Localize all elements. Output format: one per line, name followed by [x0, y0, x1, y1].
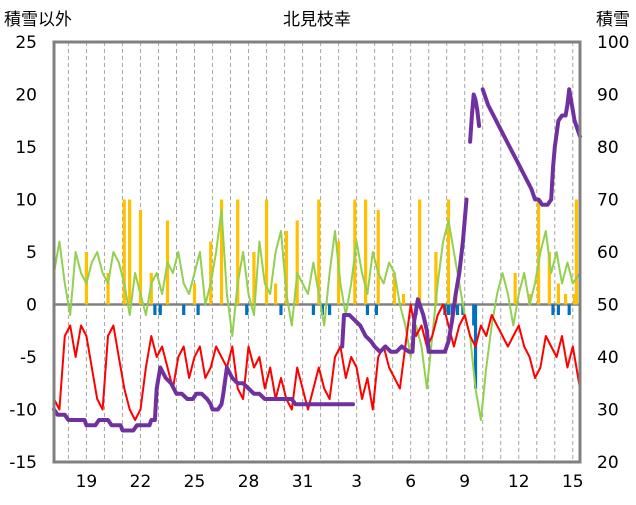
snow_change-bar [455, 304, 460, 315]
precipitation-bar [273, 283, 278, 305]
temperature_min-line [53, 303, 581, 421]
x-tick-label: 22 [130, 472, 152, 492]
x-tick-label: 31 [292, 472, 314, 492]
y-right-tick-label: 20 [597, 453, 619, 473]
precipitation-bar [536, 199, 541, 305]
precipitation-bar [284, 231, 288, 305]
snow_change-bar [196, 304, 200, 315]
line-series [52, 87, 582, 433]
chart-title: 北見枝幸 [283, 10, 351, 30]
precipitation-bar [401, 294, 406, 305]
y-right-axis-label: 積雪 [596, 10, 630, 30]
precipitation-bar [236, 199, 240, 305]
y-right-tick-label: 40 [597, 348, 619, 368]
y-right-tick-label: 100 [597, 33, 629, 53]
y-left-tick-label: 20 [15, 86, 37, 106]
precipitation-bar [128, 199, 132, 305]
precipitation-bar [219, 199, 224, 305]
y-left-tick-label: -15 [9, 453, 37, 473]
snow_change-bar [365, 304, 370, 315]
snow_change-bar [245, 304, 249, 315]
y-left-tick-label: -5 [20, 348, 37, 368]
precipitation-bar [252, 252, 256, 305]
precipitation-bar [122, 199, 126, 305]
precipitation-bar [317, 199, 321, 305]
snow_change-bar [328, 304, 332, 315]
y-left-tick-label: 5 [26, 243, 37, 263]
x-tick-label: 6 [405, 472, 416, 492]
y-right-tick-label: 80 [597, 138, 619, 158]
precipitation-bar [295, 220, 299, 305]
precipitation-bar [418, 199, 422, 305]
y-left-tick-label: 10 [15, 191, 37, 211]
y-right-tick-label: 50 [597, 296, 619, 316]
snow_change-bar [374, 304, 379, 315]
x-tick-label: 9 [459, 472, 470, 492]
precipitation-bar [547, 252, 551, 305]
y-right-tick-label: 70 [597, 191, 619, 211]
y-left-axis-label: 積雪以外 [4, 10, 72, 30]
precipitation-bar [192, 283, 197, 305]
precipitation-bar [556, 283, 560, 305]
x-tick-label: 15 [562, 472, 584, 492]
x-tick-label: 3 [351, 472, 362, 492]
snow_change-bar [567, 304, 571, 315]
y-left-tick-label: 25 [15, 33, 37, 53]
precipitation-bar [574, 199, 578, 305]
x-tick-label: 25 [184, 472, 206, 492]
snow_depth-line [468, 92, 482, 144]
snow_depth-line [52, 365, 355, 433]
snow_change-bar [472, 304, 476, 326]
snow_depth-line [340, 197, 469, 354]
precipitation-bar [209, 241, 213, 305]
snow_change-bar [556, 304, 560, 315]
temperature_max-line [53, 209, 581, 421]
precipitation-bar [572, 294, 577, 305]
precipitation-bar [138, 210, 143, 305]
y-left-tick-label: -10 [9, 401, 37, 421]
snow_change-bar [158, 304, 162, 315]
snow_change-bar [311, 304, 315, 315]
snow_depth-line [480, 87, 582, 207]
precipitation-bar [434, 252, 438, 305]
x-tick-label: 12 [508, 472, 530, 492]
y-right-tick-label: 60 [597, 243, 619, 263]
y-right-tick-label: 90 [597, 86, 619, 106]
snow_change-bar [551, 304, 555, 315]
precipitation-bar [264, 199, 269, 305]
snow_change-bar [446, 304, 451, 315]
precipitation-bar [376, 210, 380, 305]
snow_change-bar [279, 304, 283, 315]
precipitation-bar [446, 199, 451, 305]
precipitation-bar [513, 273, 517, 305]
snow_change-bar [153, 304, 157, 315]
gridlines [54, 42, 580, 462]
precipitation-bar [364, 199, 368, 305]
precipitation-bar [392, 273, 397, 305]
x-tick-label: 19 [76, 472, 98, 492]
precipitation-bar [84, 252, 89, 305]
y-left-tick-label: 15 [15, 138, 37, 158]
precipitation-bar [563, 294, 568, 305]
y-right-tick-label: 30 [597, 401, 619, 421]
precipitation-bar [106, 273, 110, 305]
snow_change-bar [182, 304, 186, 315]
plot-frame [52, 40, 582, 464]
x-tick-label: 28 [238, 472, 260, 492]
y-left-tick-label: 0 [26, 296, 37, 316]
